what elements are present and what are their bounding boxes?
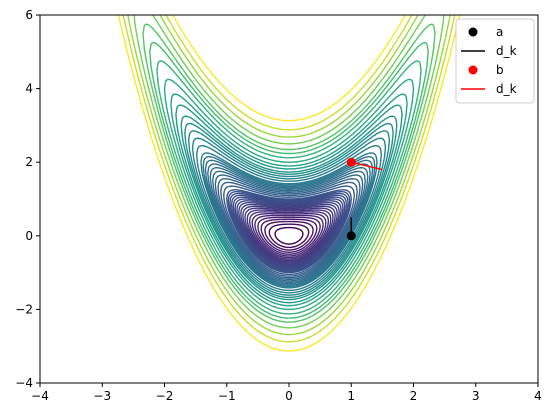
- contour-level-33: [184, 122, 394, 299]
- contour-level-18: [227, 190, 351, 273]
- contour-level-13: [236, 200, 342, 268]
- legend-label: d_k: [496, 82, 517, 96]
- y-tick-label: 4: [25, 82, 33, 96]
- legend-label: b: [496, 63, 504, 77]
- contour-level-34: [180, 115, 398, 301]
- x-tick-label: −3: [93, 389, 111, 403]
- contour-level-35: [175, 104, 403, 304]
- legend-box: [455, 18, 535, 104]
- contour-level-39: [149, 41, 429, 319]
- contour-level-4: [257, 216, 321, 255]
- contour-level-15: [232, 196, 346, 270]
- x-tick-label: −4: [31, 389, 49, 403]
- contour-level-42: [127, 15, 451, 336]
- x-tick-label: 1: [347, 389, 355, 403]
- x-tick-label: 0: [285, 389, 293, 403]
- contour-level-12: [238, 201, 340, 267]
- contour-lines: [117, 15, 461, 352]
- contour-level-9: [244, 207, 334, 263]
- contour-level-3: [260, 218, 318, 253]
- legend-label: a: [496, 25, 503, 39]
- contour-level-43: [122, 15, 456, 343]
- contour-level-2: [264, 220, 314, 251]
- x-axis-ticks: −4 −3 −2 −1 0 1 2 3 4: [31, 383, 542, 403]
- point-b: [346, 157, 356, 167]
- contour-level-37: [163, 78, 415, 311]
- x-tick-label: 4: [534, 389, 542, 403]
- contour-level-31: [191, 137, 387, 294]
- contour-level-0: [274, 226, 304, 245]
- contour-level-7: [248, 211, 330, 260]
- contour-level-25: [209, 167, 369, 284]
- x-tick-label: 2: [410, 389, 418, 403]
- contour-level-14: [234, 198, 344, 269]
- legend-marker-dot: [468, 27, 478, 37]
- contour-level-44: [117, 15, 461, 352]
- contour-level-29: [200, 152, 378, 289]
- contour-level-23: [214, 174, 364, 281]
- contour-level-22: [217, 178, 361, 279]
- contour-level-40: [142, 23, 436, 323]
- y-tick-label: −2: [15, 302, 33, 316]
- x-tick-label: −1: [218, 389, 236, 403]
- contour-level-5: [254, 214, 324, 257]
- y-axis-ticks: −4 −2 0 2 4 6: [15, 8, 40, 390]
- contour-level-24: [212, 170, 366, 282]
- contour-level-11: [240, 203, 338, 266]
- contour-level-36: [170, 93, 408, 307]
- contour-level-20: [223, 185, 355, 276]
- legend-marker-dot: [468, 65, 478, 75]
- contour-level-28: [202, 155, 376, 288]
- series-layer: [346, 157, 383, 241]
- contour-level-1: [268, 223, 310, 249]
- point-a: [346, 231, 356, 241]
- y-tick-label: −4: [15, 376, 33, 390]
- contour-level-38: [156, 60, 422, 315]
- contour-level-32: [187, 130, 391, 296]
- x-tick-label: −2: [156, 389, 174, 403]
- contour-level-27: [204, 159, 374, 286]
- y-tick-label: 0: [25, 229, 33, 243]
- direction-line-3: [351, 161, 383, 171]
- y-tick-label: 6: [25, 8, 33, 22]
- contour-level-8: [246, 209, 332, 262]
- contour-level-30: [195, 144, 383, 292]
- contour-level-10: [242, 205, 336, 264]
- contour-level-21: [220, 181, 358, 277]
- legend-label: d_k: [496, 44, 517, 58]
- y-tick-label: 2: [25, 155, 33, 169]
- legend: ad_kbd_k: [455, 18, 535, 104]
- contour-level-19: [226, 189, 352, 274]
- contour-level-6: [251, 213, 327, 259]
- contour-level-17: [229, 192, 349, 272]
- contour-level-26: [207, 163, 371, 285]
- contour-level-16: [230, 194, 348, 271]
- contour-level-41: [133, 15, 445, 329]
- x-tick-label: 3: [472, 389, 480, 403]
